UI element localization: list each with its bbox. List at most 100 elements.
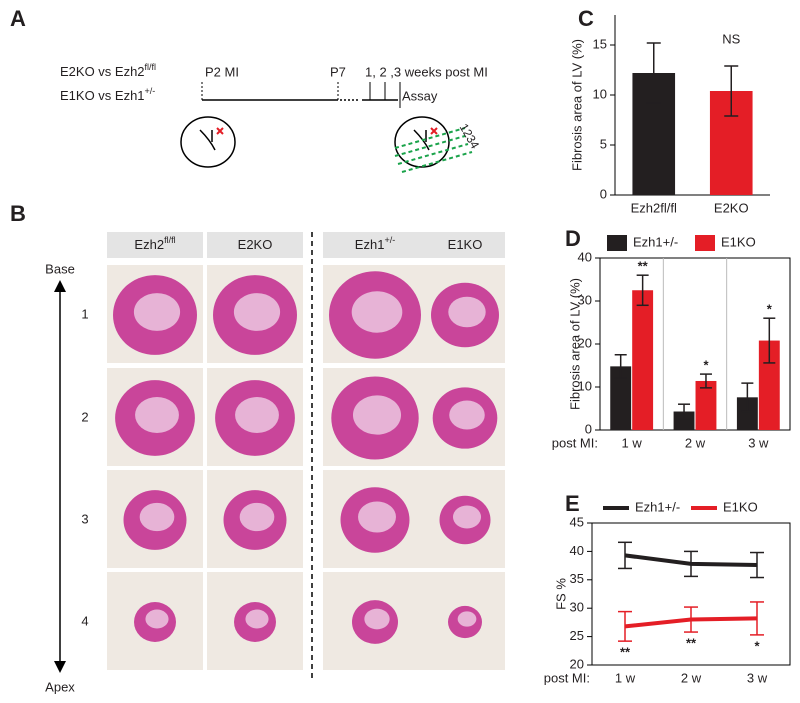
panel-label: B <box>10 201 26 226</box>
lumen <box>145 609 169 629</box>
lumen <box>364 608 390 630</box>
label-text: Ezh2 <box>134 237 164 252</box>
lumen <box>457 611 477 627</box>
bar <box>632 290 654 430</box>
lumen <box>235 397 279 433</box>
heart-sketch <box>180 116 450 168</box>
y-tick-label: 35 <box>570 571 584 586</box>
y-axis-label: FS % <box>553 578 568 610</box>
section-lines <box>394 127 473 173</box>
lumen <box>233 293 281 331</box>
label-text: E1KO vs Ezh1 <box>60 88 145 103</box>
column-header-bg <box>207 232 303 258</box>
column-header: Ezh2fl/fl <box>134 235 175 252</box>
lumen <box>352 395 402 435</box>
bar <box>673 411 695 430</box>
lumen <box>139 502 175 532</box>
x-axis-label: post MI: <box>552 435 598 450</box>
x-tick-label: 2 w <box>681 670 702 685</box>
column-header-bg <box>425 232 505 258</box>
axis-end-label: Apex <box>45 679 75 694</box>
y-tick-label: 0 <box>600 186 607 201</box>
bar <box>736 397 758 430</box>
column-header: E1KO <box>448 237 483 252</box>
lumen <box>239 502 275 532</box>
legend-swatch <box>607 235 627 251</box>
ligation <box>216 127 438 135</box>
plot-frame <box>591 522 791 666</box>
y-tick-label: 10 <box>578 378 592 393</box>
lumen <box>245 609 269 629</box>
event-label: Assay <box>402 88 438 103</box>
lumen <box>358 501 396 533</box>
annotation: ** <box>686 635 697 650</box>
legend-label: E1KO <box>723 499 758 514</box>
event-label: 1, 2 ,3 weeks post MI <box>365 64 488 79</box>
column-header-bg <box>107 232 203 258</box>
row-label: 1 <box>81 306 88 321</box>
event-label: P2 MI <box>205 64 239 79</box>
lumen <box>133 293 181 331</box>
label-text: E2KO <box>238 237 273 252</box>
x-tick-label: 3 w <box>747 670 768 685</box>
y-tick-label: 20 <box>570 656 584 671</box>
panel-label: D <box>565 226 581 251</box>
label-text: E1KO <box>448 237 483 252</box>
x-tick-label: 1 w <box>622 435 643 450</box>
legend-label: Ezh1+/- <box>633 234 678 249</box>
label-text: E2KO vs Ezh2 <box>60 64 145 79</box>
panel-b: B Base Apex Ezh2fl/fl E2KO Ezh1+/- E1KO 1 2 3 4 <box>10 201 505 694</box>
y-tick-label: 10 <box>593 86 607 101</box>
bar <box>610 366 632 430</box>
lumen <box>351 291 403 333</box>
annotation: ** <box>638 259 649 274</box>
label-sup: fl/fl <box>145 62 157 72</box>
x-axis-label: post MI: <box>544 670 590 685</box>
column-header-bg <box>323 232 427 258</box>
x-tick-label: Ezh2fl/fl <box>631 200 677 215</box>
column-header: Ezh1+/- <box>355 235 395 252</box>
row-label: 4 <box>81 613 88 628</box>
y-tick-label: 30 <box>570 600 584 615</box>
annotation: * <box>767 302 773 317</box>
y-tick-label: 5 <box>600 136 607 151</box>
y-tick-label: 15 <box>593 36 607 51</box>
panel-label: C <box>578 6 594 31</box>
y-tick-label: 25 <box>570 628 584 643</box>
x-tick-label: 3 w <box>748 435 769 450</box>
annotation: NS <box>722 31 740 46</box>
y-tick-label: 0 <box>585 421 592 436</box>
annotation: * <box>754 638 760 653</box>
lumen <box>452 505 482 529</box>
y-tick-label: 40 <box>578 249 592 264</box>
event-label: P7 <box>330 64 346 79</box>
lumen <box>135 397 179 433</box>
label-text: Ezh1 <box>355 237 385 252</box>
legend-label: Ezh1+/- <box>635 499 680 514</box>
y-tick-label: 20 <box>578 335 592 350</box>
legend-label: E1KO <box>721 234 756 249</box>
y-axis-label: Fibrosis area of LV (%) <box>567 278 582 410</box>
annotation: ** <box>620 645 631 660</box>
panel-label: E <box>565 491 580 516</box>
label-sup: fl/fl <box>164 235 176 245</box>
legend-swatch <box>695 235 715 251</box>
bar <box>695 380 717 430</box>
x-tick-label: 2 w <box>685 435 706 450</box>
y-tick-label: 40 <box>570 543 584 558</box>
x-tick-label: 1 w <box>615 670 636 685</box>
panel-label: A <box>10 6 26 31</box>
y-tick-label: 30 <box>578 292 592 307</box>
annotation: * <box>703 358 709 373</box>
label-sup: +/- <box>384 235 395 245</box>
row-label: 3 <box>81 511 88 526</box>
panel-a: A E2KO vs Ezh2fl/fl E1KO vs Ezh1+/- P2 M… <box>10 6 488 173</box>
y-axis-label: Fibrosis area of LV (%) <box>569 39 584 171</box>
group-label: E1KO vs Ezh1+/- <box>60 86 155 103</box>
label-sup: +/- <box>145 86 156 96</box>
lumen <box>449 400 485 430</box>
group-label: E2KO vs Ezh2fl/fl <box>60 62 156 79</box>
lumen <box>448 296 486 328</box>
row-label: 2 <box>81 409 88 424</box>
